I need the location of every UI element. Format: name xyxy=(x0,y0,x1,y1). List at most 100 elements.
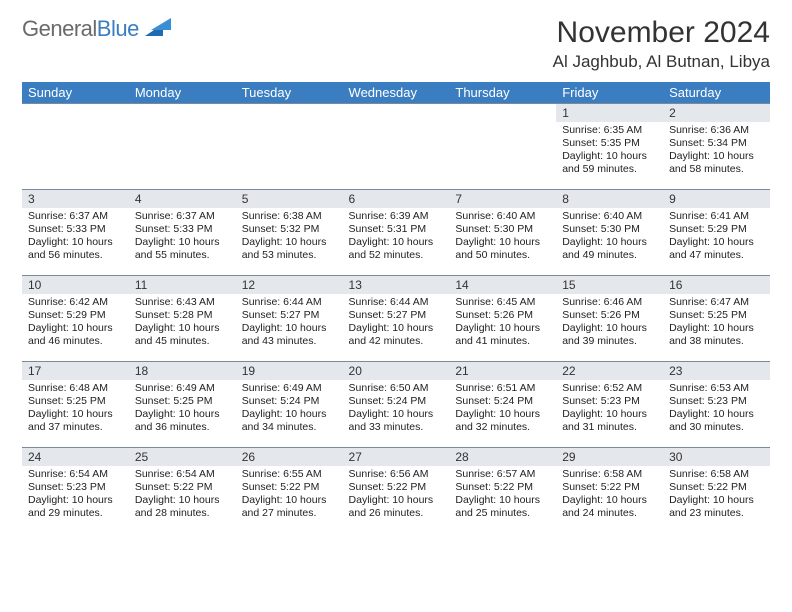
calendar-day-cell: 2Sunrise: 6:36 AMSunset: 5:34 PMDaylight… xyxy=(663,104,770,190)
day-daylight: Daylight: 10 hours and 36 minutes. xyxy=(135,408,230,434)
day-sunrise: Sunrise: 6:37 AM xyxy=(135,210,230,223)
day-sunrise: Sunrise: 6:43 AM xyxy=(135,296,230,309)
day-sunset: Sunset: 5:22 PM xyxy=(242,481,337,494)
day-sunset: Sunset: 5:23 PM xyxy=(562,395,657,408)
logo-text-1: General xyxy=(22,16,97,42)
day-sunset: Sunset: 5:22 PM xyxy=(562,481,657,494)
calendar-day-cell: 8Sunrise: 6:40 AMSunset: 5:30 PMDaylight… xyxy=(556,190,663,276)
day-details: Sunrise: 6:48 AMSunset: 5:25 PMDaylight:… xyxy=(22,380,129,439)
day-sunrise: Sunrise: 6:53 AM xyxy=(669,382,764,395)
title-block: November 2024 Al Jaghbub, Al Butnan, Lib… xyxy=(553,16,770,72)
day-daylight: Daylight: 10 hours and 27 minutes. xyxy=(242,494,337,520)
day-details: Sunrise: 6:46 AMSunset: 5:26 PMDaylight:… xyxy=(556,294,663,353)
day-sunset: Sunset: 5:35 PM xyxy=(562,137,657,150)
day-sunrise: Sunrise: 6:37 AM xyxy=(28,210,123,223)
calendar-day-cell: 17Sunrise: 6:48 AMSunset: 5:25 PMDayligh… xyxy=(22,362,129,448)
day-daylight: Daylight: 10 hours and 24 minutes. xyxy=(562,494,657,520)
day-details: Sunrise: 6:54 AMSunset: 5:22 PMDaylight:… xyxy=(129,466,236,525)
day-details: Sunrise: 6:49 AMSunset: 5:24 PMDaylight:… xyxy=(236,380,343,439)
day-sunset: Sunset: 5:24 PM xyxy=(242,395,337,408)
day-daylight: Daylight: 10 hours and 28 minutes. xyxy=(135,494,230,520)
day-sunset: Sunset: 5:24 PM xyxy=(455,395,550,408)
day-details: Sunrise: 6:44 AMSunset: 5:27 PMDaylight:… xyxy=(343,294,450,353)
calendar-day-cell: 26Sunrise: 6:55 AMSunset: 5:22 PMDayligh… xyxy=(236,448,343,534)
day-number: 20 xyxy=(343,362,450,380)
day-sunrise: Sunrise: 6:50 AM xyxy=(349,382,444,395)
day-number: 19 xyxy=(236,362,343,380)
day-number: 30 xyxy=(663,448,770,466)
day-details: Sunrise: 6:51 AMSunset: 5:24 PMDaylight:… xyxy=(449,380,556,439)
day-details: Sunrise: 6:50 AMSunset: 5:24 PMDaylight:… xyxy=(343,380,450,439)
day-daylight: Daylight: 10 hours and 23 minutes. xyxy=(669,494,764,520)
day-sunset: Sunset: 5:33 PM xyxy=(135,223,230,236)
day-details: Sunrise: 6:57 AMSunset: 5:22 PMDaylight:… xyxy=(449,466,556,525)
day-sunset: Sunset: 5:25 PM xyxy=(135,395,230,408)
weekday-header: Friday xyxy=(556,82,663,104)
weekday-header-row: Sunday Monday Tuesday Wednesday Thursday… xyxy=(22,82,770,104)
day-details: Sunrise: 6:42 AMSunset: 5:29 PMDaylight:… xyxy=(22,294,129,353)
day-daylight: Daylight: 10 hours and 39 minutes. xyxy=(562,322,657,348)
logo-text-2: Blue xyxy=(97,16,139,42)
logo-mark-icon xyxy=(145,16,171,42)
calendar-day-cell: 7Sunrise: 6:40 AMSunset: 5:30 PMDaylight… xyxy=(449,190,556,276)
day-sunrise: Sunrise: 6:44 AM xyxy=(242,296,337,309)
month-title: November 2024 xyxy=(553,16,770,50)
day-sunset: Sunset: 5:33 PM xyxy=(28,223,123,236)
weekday-header: Wednesday xyxy=(343,82,450,104)
calendar-day-cell: 14Sunrise: 6:45 AMSunset: 5:26 PMDayligh… xyxy=(449,276,556,362)
day-details: Sunrise: 6:58 AMSunset: 5:22 PMDaylight:… xyxy=(663,466,770,525)
day-daylight: Daylight: 10 hours and 56 minutes. xyxy=(28,236,123,262)
calendar-day-cell: 15Sunrise: 6:46 AMSunset: 5:26 PMDayligh… xyxy=(556,276,663,362)
day-number: 21 xyxy=(449,362,556,380)
day-sunset: Sunset: 5:24 PM xyxy=(349,395,444,408)
calendar-day-cell: 25Sunrise: 6:54 AMSunset: 5:22 PMDayligh… xyxy=(129,448,236,534)
day-daylight: Daylight: 10 hours and 50 minutes. xyxy=(455,236,550,262)
day-daylight: Daylight: 10 hours and 30 minutes. xyxy=(669,408,764,434)
calendar-day-cell: 28Sunrise: 6:57 AMSunset: 5:22 PMDayligh… xyxy=(449,448,556,534)
day-sunset: Sunset: 5:27 PM xyxy=(349,309,444,322)
calendar-day-cell: 22Sunrise: 6:52 AMSunset: 5:23 PMDayligh… xyxy=(556,362,663,448)
day-sunrise: Sunrise: 6:52 AM xyxy=(562,382,657,395)
calendar-day-cell: 18Sunrise: 6:49 AMSunset: 5:25 PMDayligh… xyxy=(129,362,236,448)
day-details: Sunrise: 6:49 AMSunset: 5:25 PMDaylight:… xyxy=(129,380,236,439)
day-details: Sunrise: 6:53 AMSunset: 5:23 PMDaylight:… xyxy=(663,380,770,439)
day-daylight: Daylight: 10 hours and 43 minutes. xyxy=(242,322,337,348)
day-sunrise: Sunrise: 6:35 AM xyxy=(562,124,657,137)
day-daylight: Daylight: 10 hours and 52 minutes. xyxy=(349,236,444,262)
day-number: 17 xyxy=(22,362,129,380)
weekday-header: Sunday xyxy=(22,82,129,104)
day-number: 27 xyxy=(343,448,450,466)
day-number: 4 xyxy=(129,190,236,208)
day-number: 2 xyxy=(663,104,770,122)
day-daylight: Daylight: 10 hours and 41 minutes. xyxy=(455,322,550,348)
day-daylight: Daylight: 10 hours and 53 minutes. xyxy=(242,236,337,262)
day-sunset: Sunset: 5:27 PM xyxy=(242,309,337,322)
day-daylight: Daylight: 10 hours and 29 minutes. xyxy=(28,494,123,520)
day-number: 12 xyxy=(236,276,343,294)
calendar-day-cell: 10Sunrise: 6:42 AMSunset: 5:29 PMDayligh… xyxy=(22,276,129,362)
day-sunset: Sunset: 5:32 PM xyxy=(242,223,337,236)
calendar-day-cell: 23Sunrise: 6:53 AMSunset: 5:23 PMDayligh… xyxy=(663,362,770,448)
day-sunset: Sunset: 5:28 PM xyxy=(135,309,230,322)
weekday-header: Tuesday xyxy=(236,82,343,104)
calendar-day-cell: 13Sunrise: 6:44 AMSunset: 5:27 PMDayligh… xyxy=(343,276,450,362)
day-sunrise: Sunrise: 6:54 AM xyxy=(135,468,230,481)
day-number: 18 xyxy=(129,362,236,380)
day-daylight: Daylight: 10 hours and 33 minutes. xyxy=(349,408,444,434)
day-daylight: Daylight: 10 hours and 34 minutes. xyxy=(242,408,337,434)
day-sunset: Sunset: 5:26 PM xyxy=(562,309,657,322)
day-sunrise: Sunrise: 6:45 AM xyxy=(455,296,550,309)
day-sunrise: Sunrise: 6:58 AM xyxy=(669,468,764,481)
day-sunset: Sunset: 5:29 PM xyxy=(28,309,123,322)
day-daylight: Daylight: 10 hours and 42 minutes. xyxy=(349,322,444,348)
day-details: Sunrise: 6:55 AMSunset: 5:22 PMDaylight:… xyxy=(236,466,343,525)
calendar-day-cell: 27Sunrise: 6:56 AMSunset: 5:22 PMDayligh… xyxy=(343,448,450,534)
day-number: 13 xyxy=(343,276,450,294)
day-details: Sunrise: 6:40 AMSunset: 5:30 PMDaylight:… xyxy=(449,208,556,267)
day-sunrise: Sunrise: 6:40 AM xyxy=(562,210,657,223)
calendar-day-cell: 29Sunrise: 6:58 AMSunset: 5:22 PMDayligh… xyxy=(556,448,663,534)
calendar-week-row: 24Sunrise: 6:54 AMSunset: 5:23 PMDayligh… xyxy=(22,448,770,534)
day-details: Sunrise: 6:35 AMSunset: 5:35 PMDaylight:… xyxy=(556,122,663,181)
day-sunrise: Sunrise: 6:41 AM xyxy=(669,210,764,223)
day-sunset: Sunset: 5:29 PM xyxy=(669,223,764,236)
